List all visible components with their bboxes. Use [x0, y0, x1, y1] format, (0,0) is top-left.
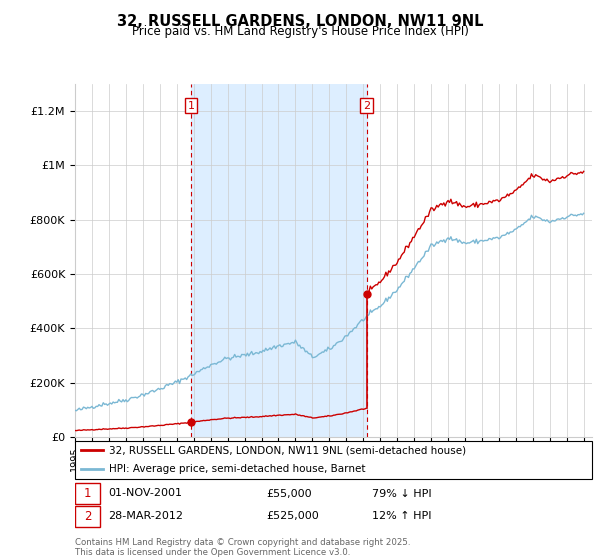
Text: 1: 1	[187, 101, 194, 111]
Text: £525,000: £525,000	[266, 511, 319, 521]
Bar	[191, 84, 367, 437]
FancyBboxPatch shape	[75, 441, 592, 479]
FancyBboxPatch shape	[75, 483, 100, 504]
Text: Price paid vs. HM Land Registry's House Price Index (HPI): Price paid vs. HM Land Registry's House …	[131, 25, 469, 38]
Text: 79% ↓ HPI: 79% ↓ HPI	[373, 488, 432, 498]
Text: Contains HM Land Registry data © Crown copyright and database right 2025.
This d: Contains HM Land Registry data © Crown c…	[75, 538, 410, 557]
Text: 32, RUSSELL GARDENS, LONDON, NW11 9NL: 32, RUSSELL GARDENS, LONDON, NW11 9NL	[117, 14, 483, 29]
Text: 01-NOV-2001: 01-NOV-2001	[109, 488, 182, 498]
FancyBboxPatch shape	[75, 506, 100, 527]
Text: 1: 1	[83, 487, 91, 500]
Text: HPI: Average price, semi-detached house, Barnet: HPI: Average price, semi-detached house,…	[109, 464, 365, 474]
Text: £55,000: £55,000	[266, 488, 312, 498]
Text: 2: 2	[363, 101, 370, 111]
Text: 2: 2	[83, 510, 91, 523]
Text: 32, RUSSELL GARDENS, LONDON, NW11 9NL (semi-detached house): 32, RUSSELL GARDENS, LONDON, NW11 9NL (s…	[109, 445, 466, 455]
Text: 28-MAR-2012: 28-MAR-2012	[109, 511, 184, 521]
Text: 12% ↑ HPI: 12% ↑ HPI	[373, 511, 432, 521]
